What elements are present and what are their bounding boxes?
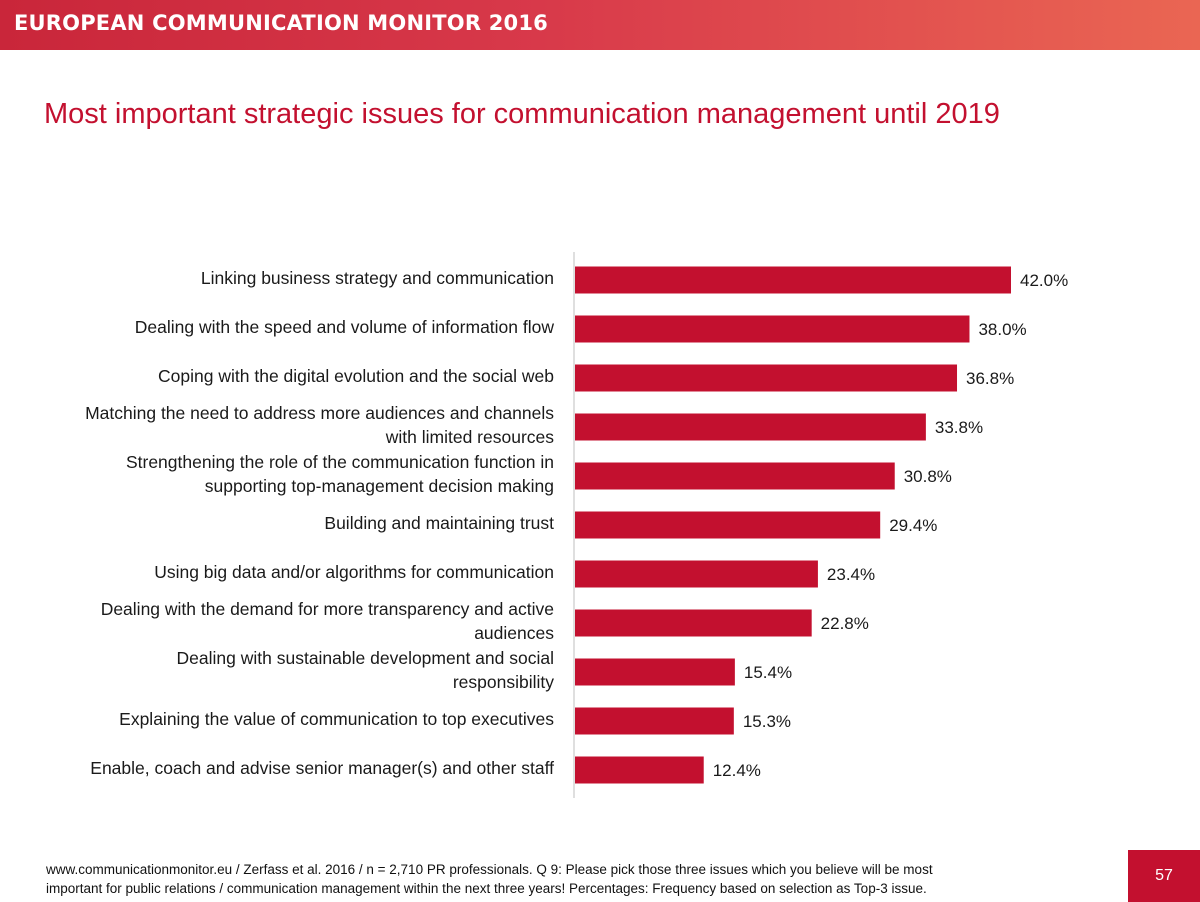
- data-label: 22.8%: [821, 614, 869, 633]
- category-label-line: Explaining the value of communication to…: [119, 709, 554, 729]
- bar: [575, 266, 1011, 294]
- data-label: 42.0%: [1020, 271, 1068, 290]
- category-label-line: Matching the need to address more audien…: [85, 403, 554, 423]
- data-label: 29.4%: [889, 516, 937, 535]
- category-label-line: Linking business strategy and communicat…: [200, 268, 554, 288]
- footer-source-note: www.communicationmonitor.eu / Zerfass et…: [46, 860, 1086, 898]
- bar-chart: 42.0% 38.0% 36.8% 33.8% 30.8% 29.4% 23.4% 22.8%…: [0, 250, 1200, 810]
- category-label-line: responsibility: [452, 672, 554, 692]
- chart-canvas: 42.0% 38.0% 36.8% 33.8% 30.8% 29.4% 23.4% 22.8%…: [573, 252, 1068, 798]
- footer-line-2: important for public relations / communi…: [46, 881, 927, 896]
- data-label: 38.0%: [978, 320, 1026, 339]
- data-label: 33.8%: [935, 418, 983, 437]
- category-label-line: Strengthening the role of the communicat…: [125, 452, 554, 472]
- header-banner: EUROPEAN COMMUNICATION MONITOR 2016: [0, 0, 1200, 50]
- bar: [575, 364, 958, 392]
- bar: [575, 609, 812, 637]
- data-label: 15.4%: [744, 663, 792, 682]
- category-label: Enable, coach and advise senior manager(…: [14, 756, 554, 780]
- category-label: Using big data and/or algorithms for com…: [14, 560, 554, 584]
- page-number: 57: [1128, 850, 1200, 902]
- slide-title: Most important strategic issues for comm…: [44, 98, 1000, 130]
- data-label: 23.4%: [827, 565, 875, 584]
- bar: [575, 462, 895, 490]
- data-label: 15.3%: [743, 712, 791, 731]
- category-label-line: Building and maintaining trust: [324, 513, 554, 533]
- category-label-line: Enable, coach and advise senior manager(…: [90, 758, 554, 778]
- category-label-line: supporting top-management decision makin…: [204, 476, 554, 496]
- category-label: Coping with the digital evolution and th…: [14, 364, 554, 388]
- category-label: Building and maintaining trust: [14, 511, 554, 535]
- category-label-line: Coping with the digital evolution and th…: [158, 366, 554, 386]
- category-label-line: Dealing with sustainable development and…: [176, 648, 554, 668]
- bar: [575, 413, 926, 441]
- category-label: Matching the need to address more audien…: [14, 401, 554, 449]
- category-label-line: Dealing with the demand for more transpa…: [100, 599, 554, 619]
- bar: [575, 658, 735, 686]
- bar: [575, 315, 970, 343]
- footer-line-1: www.communicationmonitor.eu / Zerfass et…: [46, 862, 933, 877]
- brand-title: EUROPEAN COMMUNICATION MONITOR 2016: [14, 11, 548, 35]
- bar: [575, 511, 881, 539]
- data-label: 12.4%: [713, 761, 761, 780]
- bar: [575, 707, 734, 735]
- category-label-line: Dealing with the speed and volume of inf…: [134, 317, 554, 337]
- category-label: Explaining the value of communication to…: [14, 707, 554, 731]
- category-label-line: with limited resources: [385, 427, 554, 447]
- bar: [575, 560, 818, 588]
- category-label-line: audiences: [474, 623, 554, 643]
- data-label: 36.8%: [966, 369, 1014, 388]
- category-label-line: Using big data and/or algorithms for com…: [154, 562, 554, 582]
- category-label: Dealing with sustainable development and…: [14, 646, 554, 694]
- category-label: Linking business strategy and communicat…: [14, 266, 554, 290]
- category-label: Strengthening the role of the communicat…: [14, 450, 554, 498]
- data-label: 30.8%: [904, 467, 952, 486]
- category-label: Dealing with the demand for more transpa…: [14, 597, 554, 645]
- bar: [575, 756, 704, 784]
- category-label: Dealing with the speed and volume of inf…: [14, 315, 554, 339]
